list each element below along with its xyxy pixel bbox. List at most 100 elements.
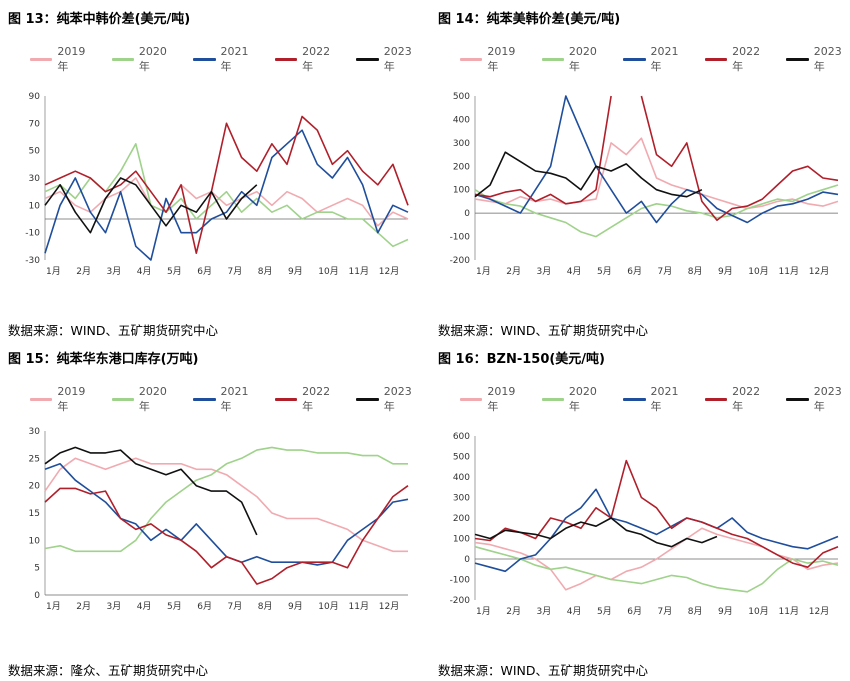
y-tick-label: 25 (29, 454, 40, 464)
chart-title: 图 15：纯苯华东港口库存(万吨) (8, 352, 199, 367)
x-tick-label: 12月 (379, 266, 399, 277)
y-tick-label: 500 (453, 92, 470, 102)
x-tick-label: 10月 (748, 606, 768, 617)
series-line-2022 (474, 459, 839, 568)
x-tick-label: 7月 (228, 266, 243, 277)
y-tick-label: -200 (450, 596, 471, 606)
y-tick-label: 600 (453, 432, 470, 442)
legend-item-2023: 2023年 (786, 385, 850, 414)
y-tick-label: 5 (34, 564, 40, 574)
legend-item-2023: 2023年 (786, 45, 850, 74)
x-tick-label: 1月 (476, 266, 491, 277)
y-tick-label: 300 (453, 139, 470, 149)
legend-item-2021: 2021年 (623, 45, 687, 74)
legend-item-2023: 2023年 (356, 45, 420, 74)
x-tick-label: 5月 (597, 606, 612, 617)
series-line-2023 (474, 151, 703, 198)
chart-title: 图 13：纯苯中韩价差(美元/吨) (8, 12, 191, 27)
legend-item-2020: 2020年 (541, 385, 606, 414)
x-tick-label: 3月 (107, 266, 122, 277)
series-line-2020 (474, 184, 839, 238)
chart-plot-13: -30 -10 10 30 50 70 90 1月 2月 3月 4月 5月 6月 7月 8月 9月 10月 11月… (25, 92, 409, 277)
series-line-2022 (474, 95, 839, 221)
legend-item-2022: 2022年 (704, 45, 769, 74)
series-line-2022 (44, 485, 409, 585)
x-tick-label: 8月 (688, 606, 703, 617)
y-tick-label: 100 (453, 186, 470, 196)
y-tick-label: 0 (464, 209, 470, 219)
x-tick-label: 2月 (506, 266, 521, 277)
x-tick-label: 12月 (379, 601, 399, 612)
chart-panel-15: 图 15：纯苯华东港口库存(万吨) 2019年 2020年 2021年 2022… (0, 340, 420, 678)
data-source: 数据来源：WIND、五矿期货研究中心 (8, 323, 219, 338)
series-line-2023 (44, 177, 258, 234)
x-tick-label: 2月 (76, 266, 91, 277)
y-tick-label: 0 (34, 591, 40, 601)
chart-legend: 2019年 2020年 2021年 2022年 2023年 (30, 385, 420, 414)
legend-item-2019: 2019年 (460, 385, 524, 414)
x-tick-label: 9月 (288, 601, 303, 612)
x-tick-label: 2月 (76, 601, 91, 612)
chart-plot-14: -200 -100 0 100 200 300 400 500 1月 2月 3月 4月 5月 6月 7月 8月… (450, 92, 839, 277)
data-source: 数据来源：WIND、五矿期货研究中心 (438, 323, 649, 338)
series-line-2022 (44, 115, 409, 254)
x-tick-label: 10月 (318, 266, 338, 277)
x-tick-label: 9月 (288, 266, 303, 277)
x-tick-label: 8月 (688, 266, 703, 277)
y-tick-label: 70 (29, 119, 41, 129)
x-tick-label: 1月 (476, 606, 491, 617)
y-tick-label: 200 (453, 514, 470, 524)
y-tick-label: 90 (29, 92, 41, 102)
y-tick-label: 400 (453, 115, 470, 125)
chart-plot-15: 0 5 10 15 20 25 30 1月 2月 3月 4月 5月 6月 7月 8月 9月 10月 11月 12月 (29, 427, 409, 612)
x-tick-label: 4月 (137, 601, 152, 612)
y-tick-label: -200 (450, 256, 471, 266)
legend-item-2020: 2020年 (541, 45, 606, 74)
x-tick-label: 4月 (567, 266, 582, 277)
x-tick-label: 4月 (137, 266, 152, 277)
legend-item-2021: 2021年 (193, 45, 257, 74)
y-tick-label: 300 (453, 494, 470, 504)
y-tick-label: 0 (464, 555, 470, 565)
x-tick-label: 9月 (718, 606, 733, 617)
x-tick-label: 4月 (567, 606, 582, 617)
x-tick-label: 3月 (537, 606, 552, 617)
y-tick-label: 10 (29, 536, 41, 546)
x-tick-label: 12月 (809, 606, 829, 617)
x-tick-label: 3月 (537, 266, 552, 277)
legend-item-2019: 2019年 (30, 385, 94, 414)
x-tick-label: 7月 (658, 606, 673, 617)
chart-plot-16: -200 -100 0 100 200 300 400 500 600 1月 2月 3月 4月 5月 6月 7… (450, 432, 839, 617)
data-source: 数据来源：隆众、五矿期货研究中心 (8, 663, 209, 678)
x-tick-label: 1月 (46, 601, 61, 612)
x-tick-label: 11月 (779, 606, 799, 617)
x-tick-label: 5月 (597, 266, 612, 277)
x-tick-label: 2月 (506, 606, 521, 617)
chart-panel-16: 图 16：BZN-150(美元/吨) 2019年 2020年 2021年 202… (430, 340, 850, 678)
legend-item-2020: 2020年 (111, 385, 176, 414)
x-tick-label: 10月 (318, 601, 338, 612)
legend-item-2021: 2021年 (623, 385, 687, 414)
x-tick-label: 12月 (809, 266, 829, 277)
legend-item-2021: 2021年 (193, 385, 257, 414)
legend-item-2020: 2020年 (111, 45, 176, 74)
series-line-2020 (474, 545, 839, 593)
x-tick-label: 8月 (258, 601, 273, 612)
x-tick-label: 6月 (627, 606, 642, 617)
y-tick-label: -100 (450, 576, 471, 586)
legend-item-2023: 2023年 (356, 385, 420, 414)
x-tick-label: 6月 (627, 266, 642, 277)
chart-title: 图 16：BZN-150(美元/吨) (438, 352, 605, 367)
series-line-2021 (474, 488, 839, 573)
series-line-2021 (44, 129, 409, 261)
y-tick-label: -10 (25, 229, 40, 239)
x-tick-label: 11月 (349, 266, 369, 277)
series-line-2023 (474, 517, 718, 548)
series-line-2019 (44, 457, 408, 553)
y-tick-label: 400 (453, 473, 470, 483)
x-tick-label: 8月 (258, 266, 273, 277)
series-line-2021 (474, 95, 839, 224)
chart-legend: 2019年 2020年 2021年 2022年 2023年 (30, 45, 420, 74)
legend-item-2022: 2022年 (274, 385, 339, 414)
x-tick-label: 9月 (718, 266, 733, 277)
